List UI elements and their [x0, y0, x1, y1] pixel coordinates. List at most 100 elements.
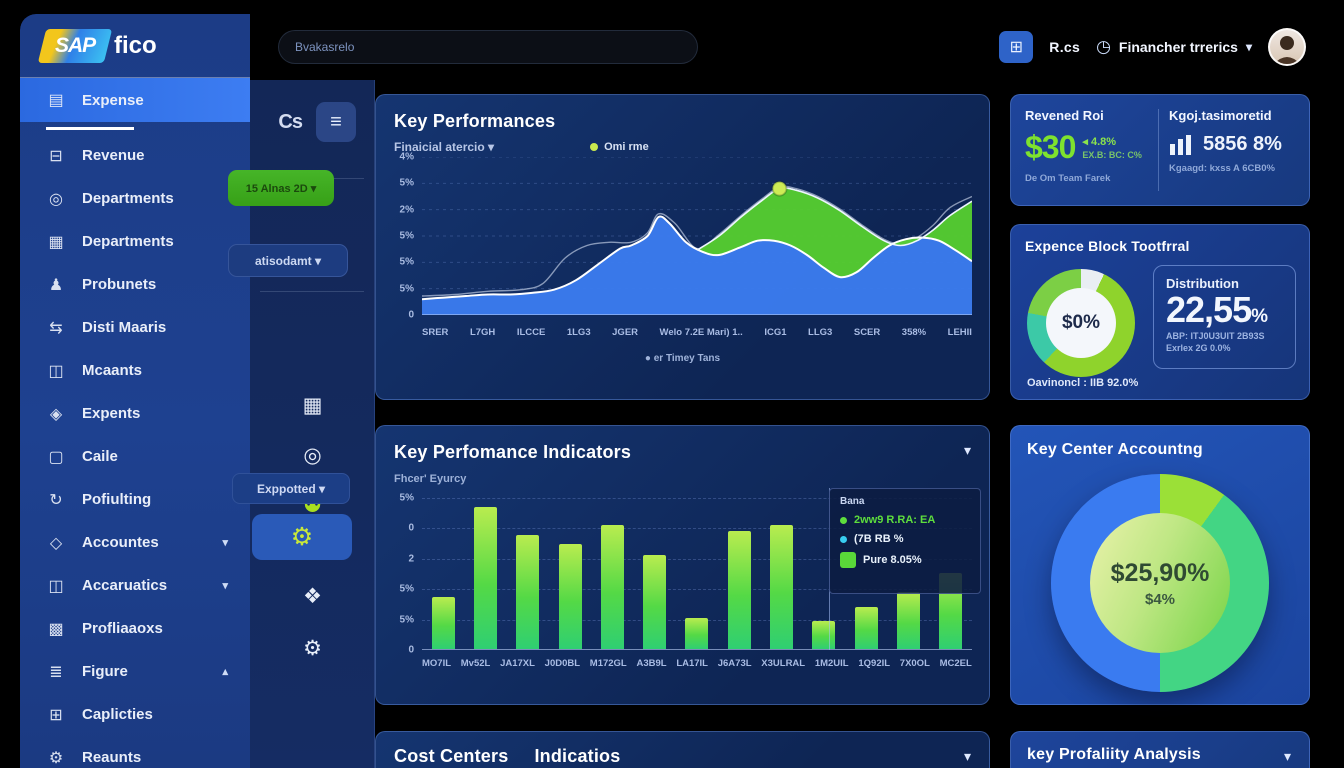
bar[interactable]: [727, 530, 751, 649]
search-input[interactable]: [278, 30, 698, 64]
bar[interactable]: [770, 524, 794, 649]
sidebar-item-label: Accaruatics: [82, 577, 168, 594]
roi-title: Revened Roi: [1025, 108, 1104, 123]
bar[interactable]: [643, 554, 667, 649]
rail-icon-stack: ▦ ◎ ⚉: [250, 380, 375, 530]
tooltip-marker-icon: [840, 516, 847, 524]
metrics-selector[interactable]: ◷ Financher trrerics ▾: [1096, 37, 1252, 57]
sidebar-item-caile[interactable]: ▢ Caile: [20, 435, 250, 478]
x-tick: 1M2UIL: [814, 658, 849, 669]
sidebar-item-departments[interactable]: ▦ Departments: [20, 220, 250, 263]
globe-icon[interactable]: ◎: [303, 443, 322, 467]
bar[interactable]: [812, 620, 836, 649]
person-silhouette-icon: [1274, 36, 1300, 64]
x-tick: MO7IL: [422, 658, 452, 669]
sidebar-item-accountes[interactable]: ◇ Accountes ▾: [20, 521, 250, 564]
x-tick: 1LG3: [566, 327, 591, 338]
x-axis-labels: MO7IL Mv52L JA17XL J0D0BL M172GL A3B9L LA17IL J…: [422, 658, 972, 669]
collapse-chevron-icon[interactable]: ▾: [1283, 748, 1291, 764]
chart-tooltip: Bana 2ww9 R.RA: EA (7B RB % Pure 8.05%: [829, 488, 981, 594]
y-axis-labels: 5% 0 2 5% 5% 0: [388, 492, 418, 656]
grid-icon[interactable]: ▦: [302, 393, 323, 417]
chevron-down-icon: ▾: [1245, 40, 1252, 54]
tooltip-item: (7B RB %: [840, 533, 970, 545]
active-tool-button[interactable]: ⚙: [252, 514, 352, 560]
sidebar-item-icon: ↻: [49, 491, 63, 509]
distribution-box: Distribution 22,55% ABP: ITJ0U3UIT 2B93S…: [1153, 265, 1296, 369]
kpi-footer: Kgaagd: kxss A 6CB0%: [1169, 163, 1275, 174]
sidebar-item-expense[interactable]: ▤ Expense: [20, 78, 250, 130]
sidebar-item-profliaaoxs[interactable]: ▩ Profliaaoxs: [20, 607, 250, 650]
accounting-donut-chart[interactable]: $25,90% $4%: [1051, 474, 1269, 692]
expense-footer: Oavinoncl : IIB 92.0%: [1027, 377, 1139, 389]
sidebar-item-mcaants[interactable]: ◫ Mcaants: [20, 349, 250, 392]
account-dropdown[interactable]: atisodamt ▾: [228, 244, 348, 277]
bar[interactable]: [558, 544, 582, 649]
sidebar-item-icon: ⊟: [49, 147, 63, 165]
sidebar-item-icon: ▤: [48, 92, 64, 109]
x-tick: JGER: [612, 327, 639, 338]
x-tick: X3ULRAL: [761, 658, 806, 669]
gridline: [422, 528, 972, 530]
donut-center-sub: $4%: [1144, 590, 1176, 608]
metrics-label: Financher trrerics: [1118, 39, 1238, 55]
bar[interactable]: [516, 535, 540, 649]
sidebar-item-accaruatics[interactable]: ◫ Accaruatics ▾: [20, 564, 250, 607]
donut-center-value: $0%: [1046, 288, 1116, 358]
trend-area-chart[interactable]: [421, 156, 973, 316]
distribution-line-1: ABP: ITJ0U3UIT 2B93S: [1166, 330, 1265, 341]
sidebar-item-label: Mcaants: [82, 362, 143, 379]
collapse-chevron-icon[interactable]: ▾: [963, 442, 971, 458]
bar[interactable]: [896, 592, 920, 649]
bar[interactable]: [600, 524, 624, 649]
bar[interactable]: [473, 506, 497, 649]
bar[interactable]: [685, 617, 709, 649]
sidebar-item-revenue[interactable]: ⊟ Revenue: [20, 134, 250, 177]
sidebar-item-caplicties[interactable]: ⊞ Caplicties: [20, 693, 250, 736]
bar[interactable]: [431, 596, 455, 649]
chevron-icon: ▴: [222, 666, 228, 678]
chart-caption: ● er Timey Tans: [644, 353, 721, 364]
area-chart-svg: [421, 156, 973, 316]
settings-gear-icon[interactable]: ⚙: [303, 636, 322, 660]
modules-icon[interactable]: ❖: [303, 584, 322, 608]
sidebar-item-icon: ◇: [49, 534, 63, 552]
sidebar-item-reaunts[interactable]: ⚙ Reaunts: [20, 736, 250, 768]
chevron-icon: ▾: [222, 580, 228, 592]
card-title: Key Center Accountng: [1027, 441, 1203, 458]
tooltip-marker-icon: [840, 552, 856, 568]
sidebar-item-disti-maaris[interactable]: ⇆ Disti Maaris: [20, 306, 250, 349]
sidebar-item-figure[interactable]: ≣ Figure ▴: [20, 650, 250, 693]
app-logo[interactable]: SAP fico: [20, 14, 250, 78]
sidebar-item-expents[interactable]: ◈ Expents: [20, 392, 250, 435]
y-tick: 5%: [399, 283, 414, 295]
apps-label[interactable]: R.cs: [1049, 39, 1081, 55]
apps-grid-icon[interactable]: ⊞: [999, 31, 1034, 63]
gridline: [422, 558, 972, 560]
tooltip-marker-icon: [840, 535, 847, 543]
sidebar-item-departments[interactable]: ◎ Departments: [20, 177, 250, 220]
kpi-title: Kgoj.tasimoretid: [1169, 108, 1272, 123]
user-avatar[interactable]: [1268, 28, 1306, 66]
sidebar-item-probunets[interactable]: ♟ Probunets: [20, 263, 250, 306]
expense-donut-chart[interactable]: $0%: [1027, 269, 1135, 377]
y-tick: 5%: [399, 256, 414, 268]
cs-logo-icon[interactable]: Cs: [278, 110, 303, 133]
card-title: Expence Block Tootfrral: [1025, 238, 1190, 254]
sidebar-item-label: Expents: [82, 405, 141, 422]
x-tick: 358%: [901, 327, 927, 338]
collapse-chevron-icon[interactable]: ▾: [963, 748, 971, 764]
alnas-filter-button[interactable]: 15 Alnas 2D ▾: [228, 170, 334, 206]
tooltip-item: 2ww9 R.RA: EA: [840, 514, 970, 526]
x-tick: LEHII: [947, 327, 972, 338]
exported-dropdown[interactable]: Exppotted ▾: [232, 473, 350, 504]
sidebar-item-pofiulting[interactable]: ↻ Pofiulting: [20, 478, 250, 521]
hamburger-menu-icon[interactable]: ≡: [316, 102, 356, 142]
gear-lime-icon: ⚙: [290, 523, 314, 551]
sidebar-item-icon: ▢: [48, 448, 64, 466]
sidebar-item-icon: ◫: [48, 362, 64, 380]
financial-filter-dropdown[interactable]: Finaicial atercio ▾: [394, 140, 495, 154]
app-window: ⊞ R.cs ◷ Financher trrerics ▾ SAP fico ▤…: [20, 14, 1322, 768]
bar[interactable]: [854, 607, 878, 649]
legend-dot-icon: [590, 143, 599, 151]
